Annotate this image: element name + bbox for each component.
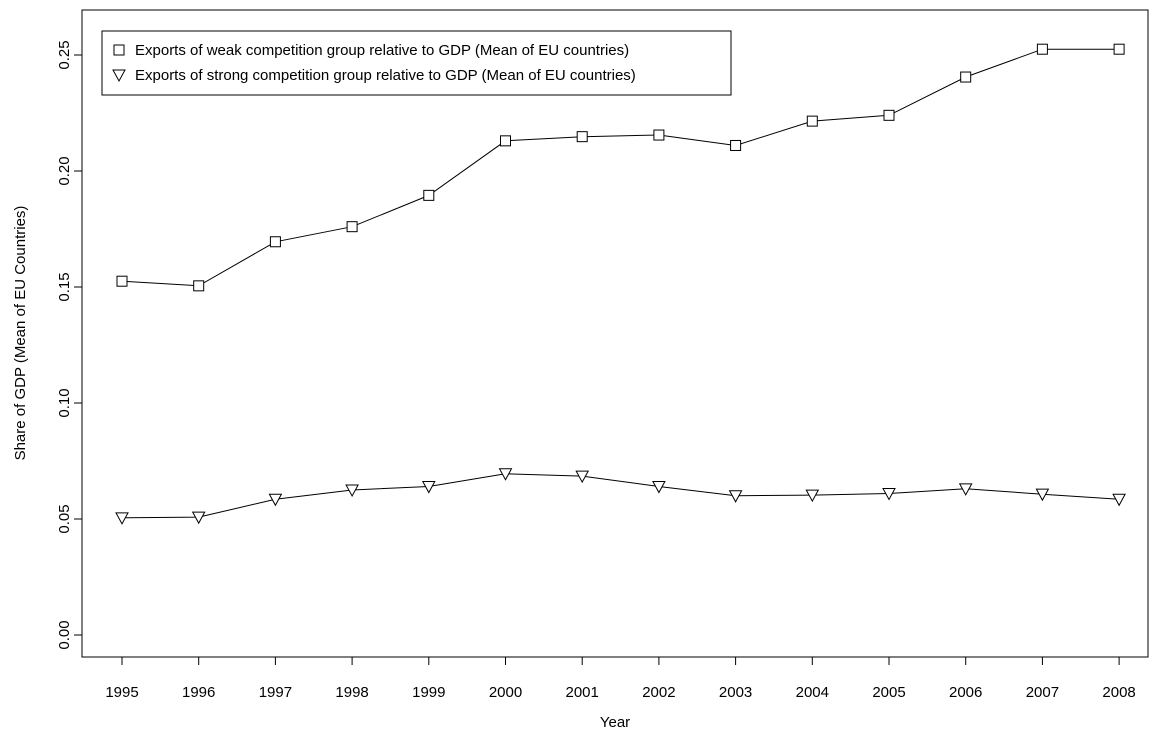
series-1-point (960, 71, 972, 83)
x-tick-label: 1995 (105, 684, 138, 701)
series-2-point (958, 483, 973, 496)
series-2-point (115, 512, 129, 525)
series-2-point (498, 468, 513, 481)
series-2-point (345, 484, 359, 498)
x-tick-label: 2003 (719, 684, 752, 701)
series-2-point (652, 481, 666, 494)
legend-marker (112, 69, 126, 83)
x-tick-label: 2007 (1026, 684, 1059, 701)
legend-label: Exports of weak competition group relati… (135, 42, 629, 59)
x-tick-label: 2008 (1102, 684, 1135, 701)
series-1-point (576, 131, 588, 143)
x-tick-label: 2005 (872, 684, 905, 701)
x-tick-label: 1997 (259, 684, 292, 701)
y-axis-label: Share of GDP (Mean of EU Countries) (12, 206, 29, 461)
y-tick-label: 0.05 (56, 504, 73, 533)
series-2-point (805, 489, 820, 503)
series-1-line (121, 48, 1120, 287)
series-2-point (268, 493, 283, 507)
series-1-point (806, 115, 818, 127)
legend-marker (113, 44, 125, 56)
series-2-line (121, 473, 1120, 519)
series-1-point (730, 139, 742, 151)
y-tick-label: 0.25 (56, 40, 73, 69)
x-tick-label: 2000 (489, 684, 522, 701)
series-1-point (423, 189, 435, 201)
series-2-point (421, 481, 436, 494)
y-tick-label: 0.20 (56, 156, 73, 185)
series-1-point (116, 275, 128, 287)
series-2-point (191, 511, 206, 525)
series-1-point (1113, 43, 1125, 55)
x-tick-label: 1999 (412, 684, 445, 701)
x-tick-label: 2001 (566, 684, 599, 701)
y-tick-label: 0.00 (56, 620, 73, 649)
series-2-point (1112, 493, 1126, 507)
x-tick-label: 1996 (182, 684, 215, 701)
series-1-point (1036, 43, 1048, 55)
series-2-point (728, 490, 743, 503)
legend-label: Exports of strong competition group rela… (135, 67, 636, 84)
series-1-point (269, 236, 281, 248)
series-1-point (346, 221, 358, 233)
x-tick-label: 2002 (642, 684, 675, 701)
x-tick-label: 2006 (949, 684, 982, 701)
y-tick-label: 0.15 (56, 272, 73, 301)
x-axis-label: Year (600, 714, 630, 731)
plot-frame (81, 9, 1149, 658)
x-tick-label: 1998 (335, 684, 368, 701)
series-2-point (882, 487, 896, 501)
series-1-point (883, 109, 895, 121)
series-1-point (653, 129, 665, 141)
series-2-point (575, 470, 590, 484)
series-1-point (193, 280, 205, 292)
legend-box (101, 30, 732, 96)
series-2-point (1035, 488, 1050, 502)
series-1-point (500, 135, 511, 147)
x-tick-label: 2004 (796, 684, 829, 701)
y-tick-label: 0.10 (56, 388, 73, 417)
